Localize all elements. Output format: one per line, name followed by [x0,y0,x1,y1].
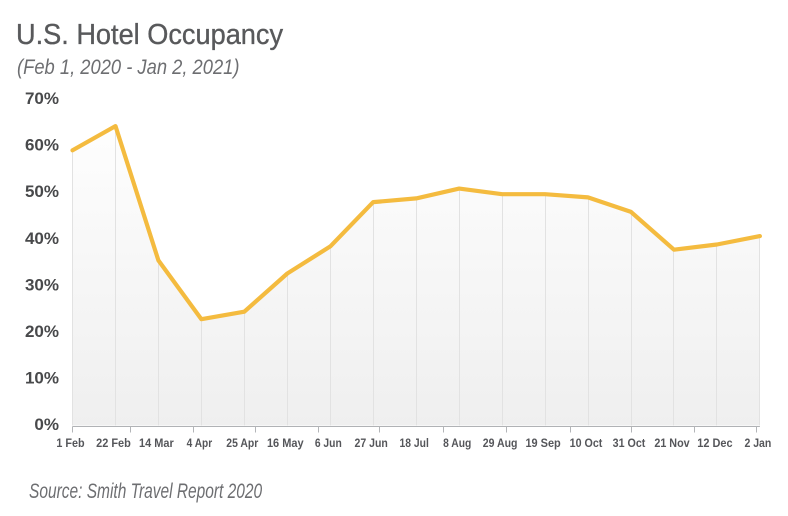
svg-text:25 Apr: 25 Apr [226,436,258,450]
svg-text:18 Jul: 18 Jul [400,436,429,450]
svg-text:16 May: 16 May [267,436,304,450]
svg-text:20%: 20% [25,322,59,341]
svg-text:2 Jan: 2 Jan [744,436,771,450]
svg-text:4 Apr: 4 Apr [187,436,213,450]
svg-text:14 Mar: 14 Mar [139,436,174,450]
svg-text:40%: 40% [25,229,59,248]
svg-text:19 Sep: 19 Sep [525,436,560,450]
svg-text:10 Oct: 10 Oct [570,436,603,450]
svg-text:1 Feb: 1 Feb [56,436,84,450]
svg-text:22 Feb: 22 Feb [96,436,131,450]
svg-text:60%: 60% [25,136,59,155]
svg-text:6 Jun: 6 Jun [315,436,342,450]
svg-text:30%: 30% [25,275,59,294]
svg-text:10%: 10% [25,369,59,388]
svg-text:27 Jun: 27 Jun [355,436,388,450]
svg-text:70%: 70% [25,89,59,108]
svg-text:31 Oct: 31 Oct [613,436,646,450]
svg-text:21 Nov: 21 Nov [654,436,690,450]
svg-text:50%: 50% [25,182,59,201]
svg-text:0%: 0% [34,415,59,434]
svg-text:29 Aug: 29 Aug [483,436,518,450]
svg-text:8 Aug: 8 Aug [443,436,471,450]
svg-text:12 Dec: 12 Dec [697,436,733,450]
